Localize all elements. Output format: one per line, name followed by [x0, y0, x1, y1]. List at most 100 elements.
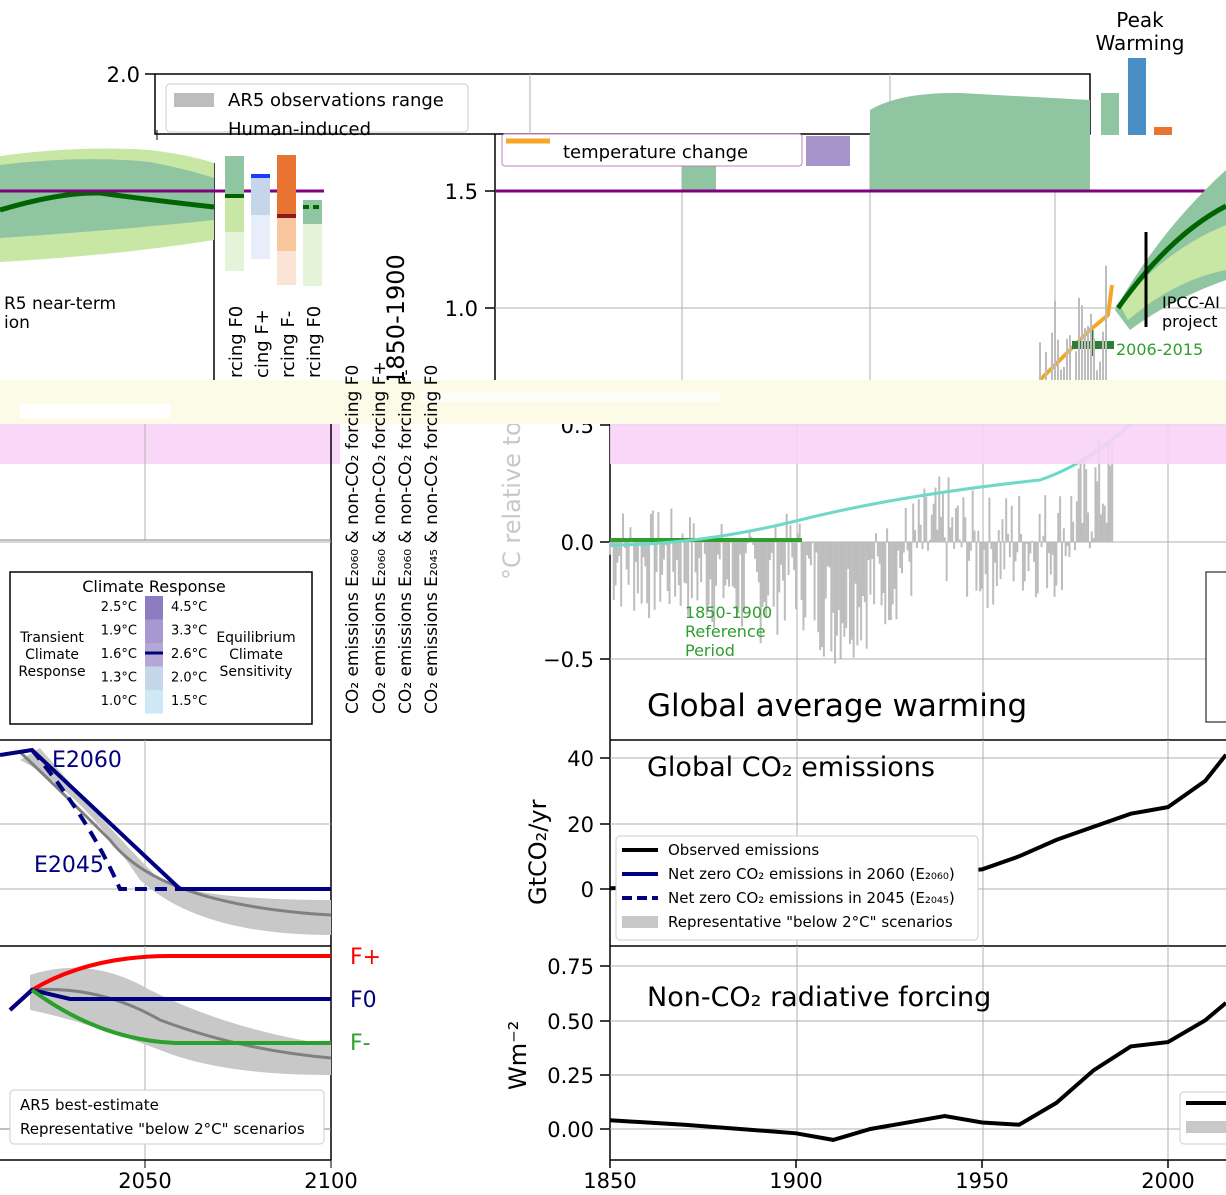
- x-tick-1950: 1950: [955, 1169, 1008, 1191]
- bar-label-4: CO₂ emissions E₂₀₄₅ & non-CO₂ forcing F0: [422, 365, 442, 714]
- cr-swatch: [145, 690, 163, 714]
- ar5-near-term-label-2: ion: [4, 313, 30, 333]
- bar-short-1: rcing F0: [226, 306, 247, 378]
- tcr-label-2: Climate: [25, 647, 79, 663]
- y-tick-0.0: 0.0: [561, 531, 594, 555]
- ref-period-label-2: Reference: [685, 622, 766, 641]
- cr-swatch: [145, 619, 163, 643]
- bar-short-3: rcing F-: [278, 311, 299, 378]
- temp-ylabel: °C relative to: [498, 421, 526, 580]
- f-plus-label: F+: [350, 945, 381, 970]
- y-tick-1.5: 1.5: [445, 180, 478, 204]
- emis-y-tick-20: 20: [567, 813, 594, 837]
- forcing-title: Non-CO₂ radiative forcing: [647, 982, 991, 1013]
- left-forcing-panel: F+ F0 F- AR5 best-estimate Representativ…: [0, 945, 381, 1193]
- ref-period-label-3: Period: [685, 641, 735, 660]
- bar-short-4: rcing F0: [304, 306, 325, 378]
- forc-y-tick-0.50: 0.50: [547, 1010, 594, 1034]
- ipcc-proj-label: project: [1162, 312, 1218, 331]
- tcr-label-1: Transient: [19, 630, 84, 646]
- peak-warming-label-1: Peak: [1116, 8, 1164, 32]
- cr-swatch: [145, 596, 163, 620]
- peak-warming-label-2: Warming: [1095, 31, 1184, 55]
- ecs-value: 2.0°C: [171, 671, 207, 686]
- ecs-value: 3.3°C: [171, 624, 207, 639]
- period-2006-label: 2006-2015: [1116, 340, 1203, 359]
- ecs-label-1: Equilibrium: [216, 630, 295, 646]
- ecs-value: 2.6°C: [171, 647, 207, 662]
- x-tick-2000: 2000: [1141, 1169, 1194, 1191]
- peak-bar-orange: [1154, 127, 1172, 135]
- legend-label: Representative "below 2°C" scenarios: [668, 913, 953, 931]
- tcr-value: 1.9°C: [101, 624, 137, 639]
- x-tick-1850: 1850: [583, 1169, 636, 1191]
- temp-panel-lower: 0.5 0.0 −0.5 1850-1900 Reference Period …: [543, 393, 1226, 740]
- tcr-label-3: Response: [18, 664, 85, 680]
- climate-response-title: Climate Response: [82, 577, 226, 596]
- y-tick-2.0: 2.0: [107, 63, 140, 87]
- y-tick-neg0.5: −0.5: [543, 648, 594, 672]
- human-induced-label: Human-induced: [228, 119, 371, 140]
- bar-label-3: CO₂ emissions E₂₀₆₀ & non-CO₂ forcing F-: [396, 369, 416, 714]
- bar-label-1: CO₂ emissions E₂₀₆₀ & non-CO₂ forcing F0: [343, 365, 363, 714]
- temp-change-label: temperature change: [563, 142, 748, 163]
- tcr-value: 1.0°C: [101, 694, 137, 709]
- ar5-near-term-label: R5 near-term: [4, 294, 116, 314]
- legend-label: Observed emissions: [668, 841, 819, 859]
- emissions-title: Global CO₂ emissions: [647, 752, 935, 783]
- ecs-value: 4.5°C: [171, 600, 207, 615]
- forcing-panel: 0.75 0.50 0.25 0.00 Wm⁻² Non-CO₂ radiati…: [504, 945, 1226, 1161]
- forcing-ylabel: Wm⁻²: [504, 1021, 532, 1090]
- tcr-value: 2.5°C: [101, 600, 137, 615]
- emissions-legend: [615, 835, 979, 941]
- f-zero-label: F0: [350, 988, 377, 1013]
- bar-labels: CO₂ emissions E₂₀₆₀ & non-CO₂ forcing F0…: [343, 361, 442, 714]
- emis-ylabel: GtCO₂/yr: [524, 799, 552, 905]
- ecs-label-2: Climate: [229, 647, 283, 663]
- ecs-label-3: Sensitivity: [220, 664, 293, 680]
- x-tick-1900: 1900: [769, 1169, 822, 1191]
- observed-forcing-line: [609, 1001, 1226, 1142]
- left-legend-2: Representative "below 2°C" scenarios: [20, 1120, 305, 1138]
- e2060-label: E2060: [52, 748, 122, 773]
- forc-y-tick-0.75: 0.75: [547, 955, 594, 979]
- e2045-label: E2045: [34, 853, 104, 878]
- legend-label: Net zero CO₂ emissions in 2045 (E₂₀₄₅): [668, 889, 955, 907]
- emis-y-tick-0: 0: [581, 878, 594, 902]
- f-minus-label: F-: [350, 1031, 371, 1056]
- left-temp-panel: Climate Response Transient Climate Respo…: [0, 424, 332, 1160]
- tcr-value: 1.6°C: [101, 647, 137, 662]
- obs-legend-box: [165, 83, 469, 133]
- obs-legend-label: AR5 observations range: [228, 90, 444, 111]
- peak-bar-blue: [1128, 58, 1146, 135]
- projection-top-band: [870, 92, 1090, 134]
- tcr-value: 1.3°C: [101, 671, 137, 686]
- left-upper-panel: R5 near-term ion rcing F0 cing F+ rcing …: [0, 130, 325, 380]
- temp-panel-upper: 1.5 1.0 temperature change IPCC-AI proje…: [445, 130, 1226, 403]
- bar-short-2: cing F+: [252, 309, 273, 378]
- peak-bar-green: [1101, 93, 1119, 135]
- x-axis-ticks: 1850 1900 1950 2000: [583, 1160, 1195, 1193]
- forc-y-tick-0.25: 0.25: [547, 1064, 594, 1088]
- cr-swatch: [145, 643, 163, 667]
- ref-period-label-1: 1850-1900: [685, 603, 772, 622]
- emis-y-tick-40: 40: [567, 747, 594, 771]
- ecs-value: 1.5°C: [171, 694, 207, 709]
- legend-label: Net zero CO₂ emissions in 2060 (E₂₀₆₀): [668, 865, 955, 883]
- warming-title: Global average warming: [647, 688, 1027, 724]
- ipcc-ar-label: IPCC-AI: [1162, 293, 1220, 312]
- glitch-band: [0, 380, 1226, 464]
- left-emis-panel: E2060 E2045: [0, 739, 332, 946]
- y-tick-1.0: 1.0: [445, 297, 478, 321]
- obs-legend-patch: [174, 93, 214, 107]
- cr-swatch: [145, 666, 163, 690]
- left-x-tick-2050: 2050: [118, 1169, 171, 1191]
- emissions-panel: 40 20 0 GtCO₂/yr Global CO₂ emissions Ob…: [524, 739, 1226, 946]
- temp-ylabel-ref: 1850-1900: [382, 254, 410, 385]
- left-legend-1: AR5 best-estimate: [20, 1096, 159, 1114]
- bar-label-2: CO₂ emissions E₂₀₆₀ & non-CO₂ forcing F+: [370, 361, 390, 714]
- forc-y-tick-0.00: 0.00: [547, 1118, 594, 1142]
- legend-patch: [622, 916, 658, 928]
